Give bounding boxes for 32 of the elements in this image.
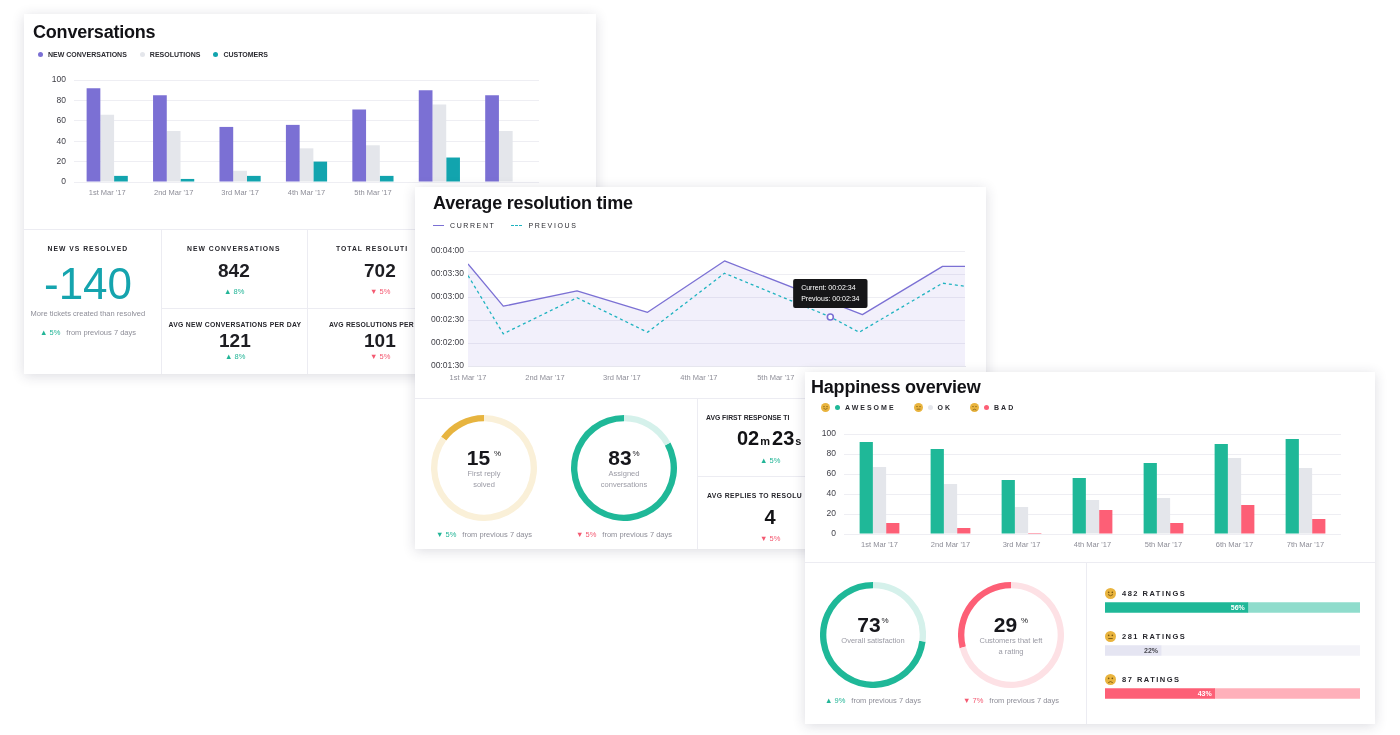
data-label: 29 % — [993, 613, 1029, 636]
y-tick-label: 00:01:30 — [430, 360, 465, 371]
y-tick-label: 80 — [56, 94, 67, 105]
text: 842 — [218, 259, 250, 281]
data-label: 15 % — [466, 446, 502, 469]
y-tick-label: 0 — [61, 176, 67, 187]
y-tick-label: 60 — [826, 468, 837, 479]
text: 101 — [364, 329, 396, 351]
y-tick-label: 00:04:00 — [430, 245, 465, 256]
text: -140 — [44, 259, 133, 308]
text: 02m23s — [737, 427, 802, 449]
y-tick-label: 0 — [831, 528, 837, 539]
y-tick-label: 80 — [826, 448, 837, 459]
text: 121 — [219, 329, 251, 351]
chart-title: Happiness overview — [811, 377, 981, 398]
y-tick-label: 00:03:00 — [430, 291, 465, 302]
text: 4 — [764, 506, 776, 528]
y-tick-label: 60 — [56, 115, 67, 126]
y-tick-label: 40 — [56, 135, 67, 146]
y-tick-label: 40 — [826, 488, 837, 499]
y-tick-label: 20 — [826, 508, 837, 519]
y-tick-label: 00:02:00 — [430, 337, 465, 348]
y-tick-label: 100 — [51, 74, 67, 85]
y-tick-label: 00:03:30 — [430, 268, 465, 279]
chart-title: Average resolution time — [433, 193, 633, 214]
y-tick-label: 100 — [821, 428, 837, 439]
chart-title: Conversations — [33, 22, 156, 43]
y-tick-label: 00:02:30 — [430, 314, 465, 325]
data-label: 73% — [857, 613, 889, 636]
text: 702 — [364, 259, 396, 281]
y-tick-label: 20 — [56, 155, 67, 166]
data-label: 83% — [608, 446, 640, 469]
